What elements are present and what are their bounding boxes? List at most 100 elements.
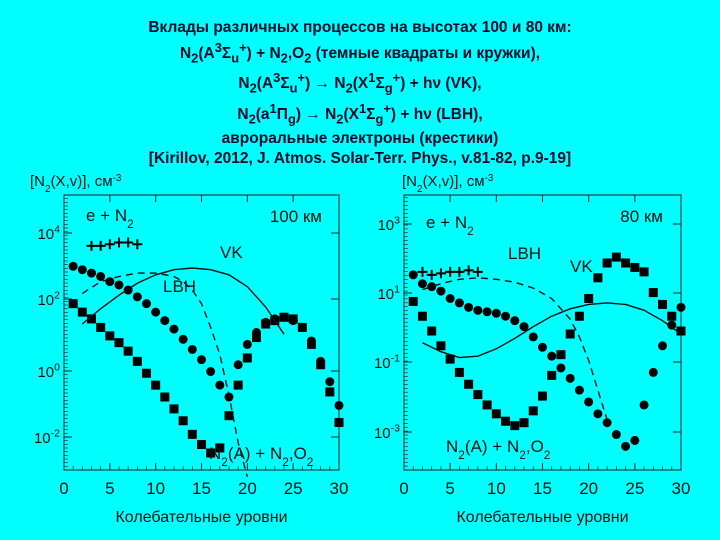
x-tick-label: 30	[330, 479, 349, 498]
square-point	[105, 331, 115, 341]
square-point	[547, 370, 557, 380]
square-point	[538, 391, 547, 401]
cross-point	[454, 266, 465, 277]
x-axis-label: Колебательные уровни	[456, 509, 628, 526]
y-tick-label: 102	[37, 289, 60, 309]
x-tick-label: 5	[445, 479, 454, 498]
circle-point	[611, 430, 621, 440]
x-tick-label: 15	[192, 479, 211, 498]
cross-point	[417, 266, 428, 277]
square-point	[602, 258, 612, 268]
legend-label: e + N2	[86, 206, 134, 231]
plot-frame	[63, 194, 340, 471]
legend-label: LBH	[508, 244, 541, 263]
y-tick-label: 104	[37, 223, 60, 243]
circle-point	[242, 339, 252, 349]
cross-point	[104, 239, 115, 250]
x-tick-label: 25	[625, 479, 644, 498]
x-tick-label: 10	[146, 479, 165, 498]
square-point	[123, 346, 133, 356]
circle-point	[510, 316, 520, 326]
vk-curve	[81, 267, 285, 335]
square-point	[491, 409, 501, 419]
square-point	[132, 356, 142, 366]
circle-point	[206, 367, 216, 377]
square-point	[630, 262, 640, 272]
circle-point	[454, 298, 464, 308]
circle-point	[491, 308, 501, 318]
cross-point	[463, 265, 474, 276]
circle-point	[464, 302, 474, 312]
cross-point	[132, 239, 143, 250]
square-point	[325, 387, 335, 397]
circle-point	[658, 341, 668, 351]
altitude-label: 80 км	[620, 207, 663, 226]
square-point	[501, 416, 511, 426]
square-point	[279, 312, 289, 322]
square-point	[334, 417, 344, 427]
chart-100km: 0 5 10 15 20 25 30 10-2 100 102 104 [N2(X,v)], см-3…	[30, 173, 348, 527]
title-line-2: N2(A3Σu+) + N2,O2 (темные квадраты и кру…	[179, 40, 541, 66]
circle-point	[621, 441, 631, 451]
square-point	[584, 293, 594, 303]
circle-point	[408, 270, 418, 280]
y-tick-label: 100	[37, 361, 60, 381]
circle-point	[68, 261, 78, 271]
square-point	[288, 314, 298, 324]
legend-label: N2(A) + N2,O2	[209, 444, 314, 469]
square-point	[556, 350, 566, 360]
square-point	[648, 288, 658, 298]
circle-point	[132, 292, 142, 302]
x-tick-label: 15	[533, 479, 552, 498]
square-point	[611, 252, 621, 262]
square-point	[261, 319, 271, 329]
circle-point	[417, 279, 427, 289]
cross-point	[472, 266, 483, 277]
square-point	[307, 339, 316, 349]
circle-point	[482, 307, 492, 317]
square-point	[197, 440, 206, 450]
circle-point	[676, 302, 686, 312]
vk-curve	[422, 302, 682, 359]
circle-point	[178, 334, 188, 344]
circle-point	[547, 351, 557, 361]
legend-label: e + N2	[426, 213, 474, 238]
circle-point	[602, 418, 612, 428]
y-axis-label: [N2(X,v)], см-3	[402, 173, 494, 195]
y-tick-label: 10-2	[34, 427, 60, 447]
square-point	[142, 368, 151, 378]
square-point	[464, 379, 474, 389]
circle-point	[473, 305, 483, 315]
square-point	[187, 429, 197, 439]
square-point	[96, 322, 106, 332]
x-tick-label: 0	[399, 479, 408, 498]
circle-point	[105, 277, 115, 287]
x-tick-label: 5	[105, 479, 114, 498]
x-tick-label: 30	[672, 479, 691, 498]
circle-point	[565, 373, 575, 383]
circle-point	[593, 409, 603, 419]
square-point	[224, 411, 234, 421]
title-line-3: N2(A3Σu+) → N2(X1Σg+) + hν (VK),	[238, 70, 482, 96]
circle-point	[160, 316, 170, 326]
square-point	[87, 314, 96, 324]
circle-point	[667, 320, 677, 330]
lbh-curve	[422, 277, 608, 420]
circle-point	[436, 286, 446, 296]
square-point	[169, 404, 179, 414]
circle-point	[574, 385, 584, 395]
cross-point	[123, 237, 134, 248]
title-line-4: N2(a1Πg) → N2(X1Σg+) + hν (LBH),	[237, 100, 483, 126]
circle-point	[427, 282, 437, 292]
square-point	[528, 406, 538, 416]
lbh-curve	[81, 272, 248, 477]
circle-point	[233, 360, 243, 370]
altitude-label: 100 км	[270, 207, 322, 226]
x-tick-label: 25	[284, 479, 303, 498]
cross-point	[426, 269, 437, 280]
square-point	[242, 353, 252, 363]
square-point	[658, 299, 668, 309]
square-point	[436, 341, 446, 351]
chart-title: Вклады различных процессов на высотах 10…	[0, 18, 720, 169]
title-line-5: авроральные электроны (крестики)	[221, 129, 499, 147]
